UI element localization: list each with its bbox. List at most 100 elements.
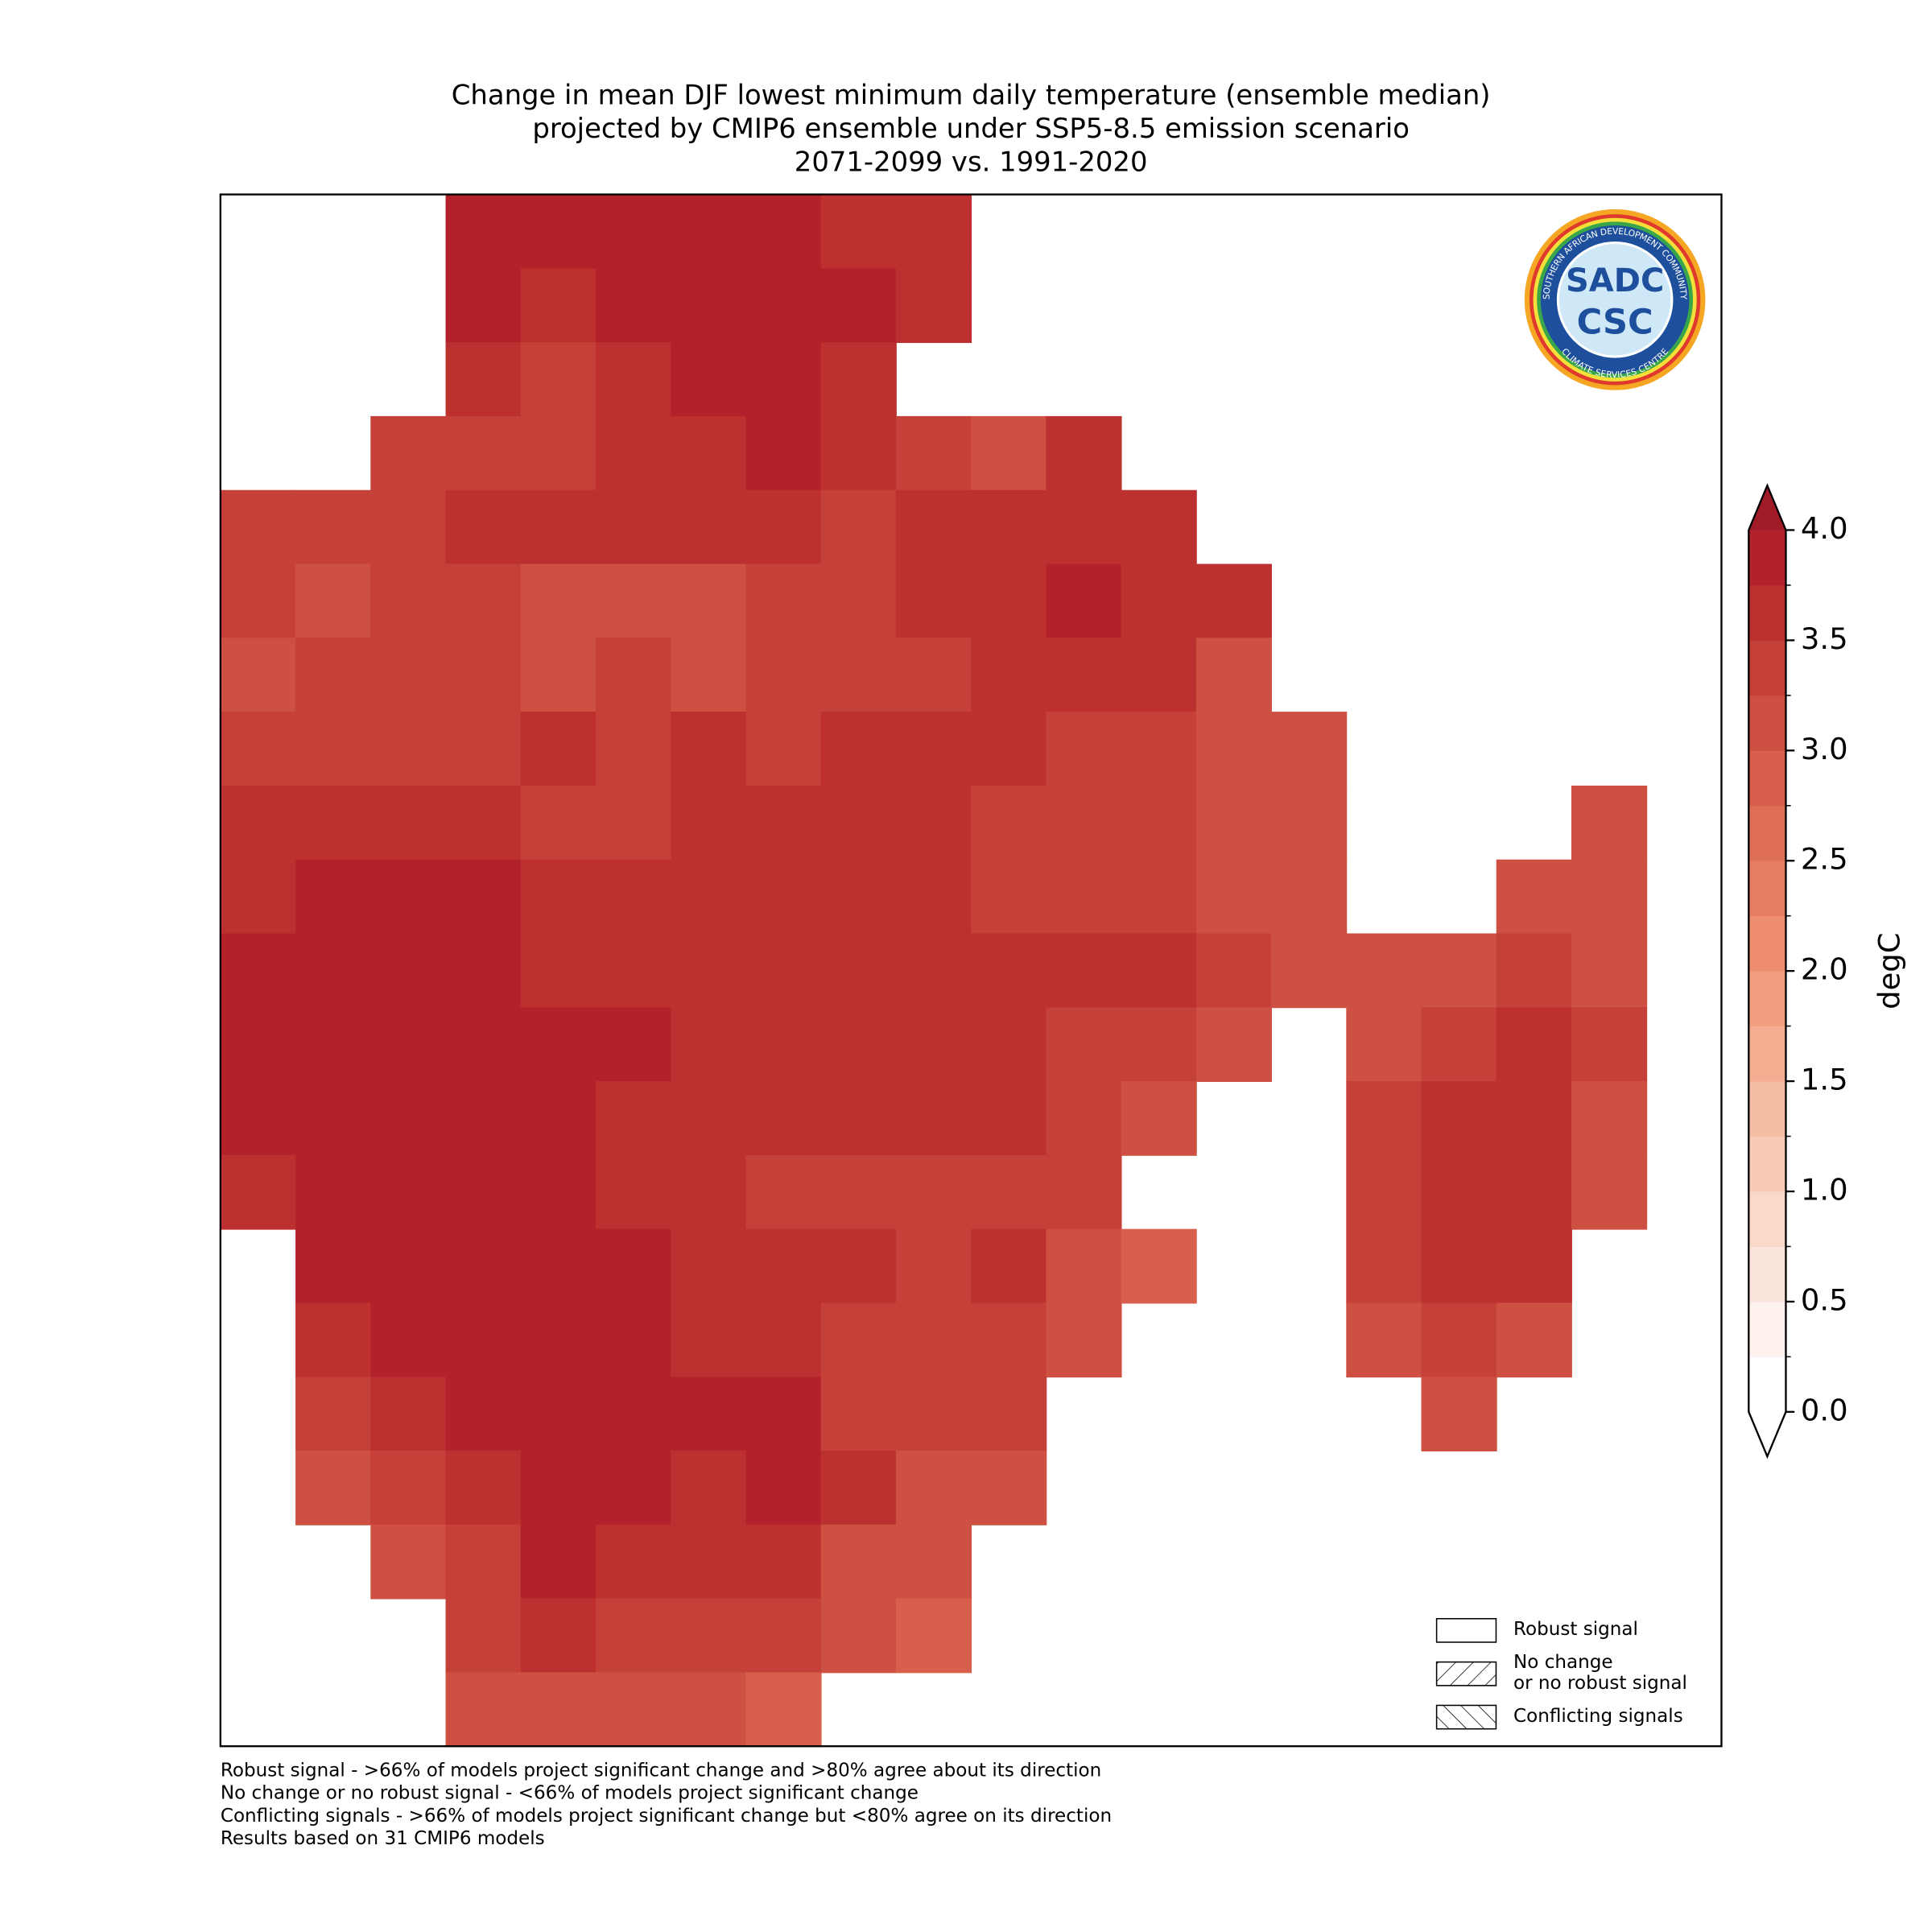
grid-cell	[596, 1598, 672, 1674]
grid-cell	[295, 1007, 372, 1082]
grid-cell	[370, 1302, 447, 1378]
grid-cell	[1046, 785, 1122, 861]
grid-cell	[745, 1228, 822, 1304]
grid-cell	[1195, 638, 1272, 713]
grid-cell	[370, 1154, 447, 1230]
grid-cell	[671, 1154, 747, 1230]
grid-cell	[220, 1081, 296, 1156]
grid-cell	[445, 1377, 522, 1451]
grid-cell	[820, 1302, 897, 1378]
grid-cell	[820, 268, 897, 344]
grid-cell	[820, 415, 897, 491]
grid-cell	[971, 1081, 1047, 1156]
grid-cell	[745, 1451, 822, 1525]
grid-cell	[820, 933, 897, 1009]
grid-cell	[1346, 1228, 1422, 1304]
grid-cell	[745, 785, 822, 861]
grid-cell	[745, 489, 822, 565]
grid-cell	[671, 194, 747, 270]
grid-cell	[671, 268, 747, 344]
grid-cell	[370, 1081, 447, 1156]
colorbar-segment	[1748, 1246, 1786, 1302]
grid-cell	[1195, 712, 1272, 786]
logo-center	[1556, 242, 1674, 358]
legend-label: Robust signal	[1513, 1619, 1638, 1640]
grid-cell	[895, 1451, 972, 1525]
grid-cell	[1271, 933, 1348, 1009]
colorbar-segment	[1748, 530, 1786, 586]
footnote: Robust signal - >66% of models project s…	[221, 1761, 1101, 1781]
colorbar-tick-label: 2.0	[1801, 952, 1848, 987]
grid-cell	[596, 1377, 672, 1451]
grid-cell	[596, 1228, 672, 1304]
grid-cell	[820, 564, 897, 639]
colorbar-tick-label: 3.0	[1801, 732, 1848, 766]
legend-label: Conflicting signals	[1513, 1706, 1683, 1727]
grid-cell	[596, 1007, 672, 1082]
grid-cell	[971, 1451, 1047, 1525]
colorbar-segment	[1748, 1301, 1786, 1357]
grid-cell	[1121, 859, 1197, 935]
grid-cell	[445, 1302, 522, 1378]
grid-cell	[971, 1302, 1047, 1378]
colorbar-segment	[1748, 971, 1786, 1027]
grid-cell	[671, 1524, 747, 1600]
grid-cell	[895, 1228, 972, 1304]
grid-cell	[1421, 933, 1497, 1009]
grid-cell	[520, 342, 597, 417]
grid-cell	[295, 1154, 372, 1230]
grid-cell	[820, 1228, 897, 1304]
grid-cell	[520, 1377, 597, 1451]
grid-cell	[295, 712, 372, 786]
grid-cell	[445, 1451, 522, 1525]
grid-cell	[895, 712, 972, 786]
grid-cell	[1421, 1081, 1497, 1156]
colorbar-segment	[1748, 1136, 1786, 1192]
grid-cell	[671, 1451, 747, 1525]
colorbar-segment	[1748, 750, 1786, 807]
grid-cell	[596, 489, 672, 565]
colorbar-tick-label: 3.5	[1801, 621, 1848, 656]
grid-cell	[445, 785, 522, 861]
grid-cell	[596, 933, 672, 1009]
colorbar-extend-bottom	[1748, 1411, 1786, 1457]
grid-cell	[971, 785, 1047, 861]
grid-cell	[671, 415, 747, 491]
grid-cell	[1571, 1154, 1648, 1230]
colorbar-tick-label: 0.5	[1801, 1282, 1848, 1317]
grid-cell	[895, 859, 972, 935]
grid-cell	[520, 1451, 597, 1525]
grid-cell	[671, 1377, 747, 1451]
grid-cell	[520, 1154, 597, 1230]
legend-label: No change	[1513, 1652, 1613, 1673]
grid-cell	[1346, 1154, 1422, 1230]
grid-cell	[745, 564, 822, 639]
grid-cell	[820, 194, 897, 270]
grid-cell	[596, 1672, 672, 1748]
grid-cell	[671, 1302, 747, 1378]
grid-cell	[370, 712, 447, 786]
grid-cell	[1496, 1302, 1572, 1378]
grid-cell	[1121, 1007, 1197, 1082]
grid-cell	[1046, 1228, 1122, 1304]
grid-cell	[596, 1451, 672, 1525]
grid-cell	[895, 1081, 972, 1156]
grid-cell	[1496, 1154, 1572, 1230]
colorbar-segment	[1748, 1356, 1786, 1413]
grid-cell	[596, 1154, 672, 1230]
grid-cell	[671, 785, 747, 861]
colorbar-segment	[1748, 861, 1786, 917]
grid-cell	[520, 1524, 597, 1600]
grid-cell	[1571, 1007, 1648, 1082]
grid-cell	[596, 564, 672, 639]
grid-cell	[895, 1302, 972, 1378]
grid-cell	[370, 638, 447, 713]
grid-cell	[445, 194, 522, 270]
grid-cell	[820, 1524, 897, 1600]
colorbar-extend-top	[1748, 485, 1786, 530]
grid-cell	[820, 1598, 897, 1674]
grid-cell	[370, 1451, 447, 1525]
grid-cell	[596, 859, 672, 935]
footnote: Conflicting signals - >66% of models pro…	[221, 1806, 1112, 1827]
